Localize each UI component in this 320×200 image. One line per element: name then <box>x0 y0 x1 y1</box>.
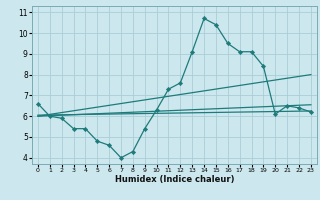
X-axis label: Humidex (Indice chaleur): Humidex (Indice chaleur) <box>115 175 234 184</box>
